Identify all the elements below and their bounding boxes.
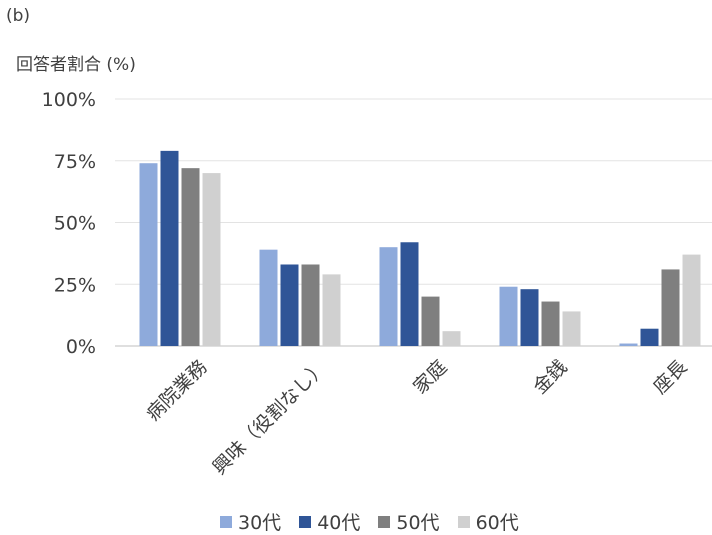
x-tick-label: 家庭 bbox=[409, 356, 451, 398]
bar-50代-座長 bbox=[661, 269, 680, 346]
bar-30代-病院業務 bbox=[139, 163, 158, 346]
bar-40代-病院業務 bbox=[160, 150, 179, 346]
bar-60代-家庭 bbox=[442, 331, 461, 346]
bar-50代-金銭 bbox=[541, 301, 560, 346]
bar-60代-病院業務 bbox=[202, 173, 221, 346]
bar-30代-家庭 bbox=[379, 247, 398, 346]
y-tick-label: 100% bbox=[42, 89, 96, 111]
bar-40代-家庭 bbox=[400, 242, 419, 346]
legend-label: 50代 bbox=[396, 512, 440, 534]
y-tick-label: 75% bbox=[54, 151, 96, 173]
legend-item: 30代 bbox=[220, 508, 281, 535]
legend-swatch bbox=[457, 515, 470, 528]
legend: 30代 40代 50代 60代 bbox=[220, 508, 537, 535]
y-tick-label: 25% bbox=[54, 274, 96, 296]
bar-50代-興味（役割なし） bbox=[301, 264, 320, 346]
legend-swatch bbox=[299, 515, 312, 528]
bar-30代-興味（役割なし） bbox=[259, 249, 278, 346]
y-axis-title: 回答者割合 (%) bbox=[16, 55, 136, 75]
bar-60代-金銭 bbox=[562, 311, 581, 346]
bar-40代-金銭 bbox=[520, 289, 539, 346]
bar-50代-家庭 bbox=[421, 296, 440, 346]
legend-item: 40代 bbox=[299, 508, 360, 535]
legend-item: 50代 bbox=[378, 508, 440, 535]
y-tick-label: 50% bbox=[54, 213, 96, 235]
bar-50代-病院業務 bbox=[181, 168, 200, 346]
legend-label: 60代 bbox=[475, 512, 519, 534]
x-tick-label: 座長 bbox=[649, 356, 691, 398]
x-tick-label: 病院業務 bbox=[142, 356, 211, 425]
legend-label: 40代 bbox=[317, 512, 361, 534]
x-tick-label: 金銭 bbox=[529, 356, 571, 398]
x-tick-label: 興味（役割なし） bbox=[208, 356, 331, 479]
bar-30代-金銭 bbox=[499, 286, 518, 346]
legend-swatch bbox=[378, 515, 391, 528]
bar-40代-興味（役割なし） bbox=[280, 264, 299, 346]
y-axis-ticks: 0% 25% 50% 75% 100% bbox=[42, 89, 96, 358]
panel-label: (b) bbox=[6, 6, 31, 26]
bar-40代-座長 bbox=[640, 328, 659, 346]
bars bbox=[139, 150, 701, 346]
bar-60代-座長 bbox=[682, 254, 701, 346]
legend-item: 60代 bbox=[457, 508, 519, 535]
legend-label: 30代 bbox=[238, 512, 282, 534]
y-tick-label: 0% bbox=[66, 336, 96, 358]
legend-swatch bbox=[220, 515, 232, 528]
bar-60代-興味（役割なし） bbox=[322, 274, 341, 346]
bar-30代-座長 bbox=[619, 343, 638, 346]
